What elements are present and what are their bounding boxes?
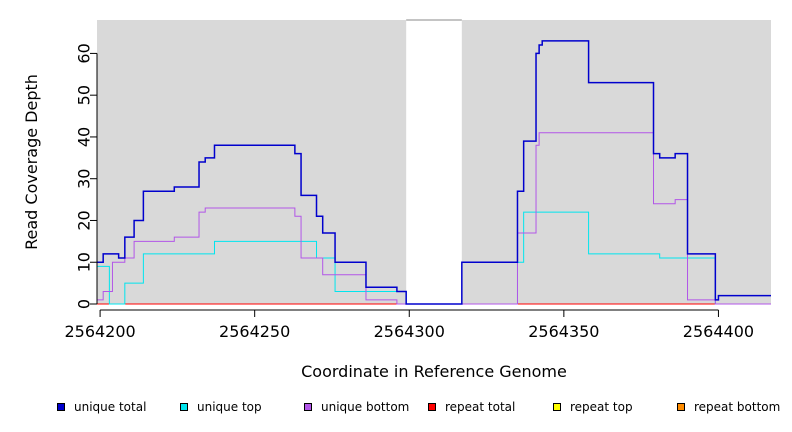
x-tick-label: 2564250 bbox=[219, 322, 290, 341]
legend-swatch bbox=[304, 403, 312, 411]
y-tick-label: 20 bbox=[75, 210, 94, 230]
x-axis-label: Coordinate in Reference Genome bbox=[301, 362, 567, 381]
y-tick-label: 50 bbox=[75, 85, 94, 105]
legend-label: unique total bbox=[74, 400, 147, 414]
y-tick-label: 40 bbox=[75, 127, 94, 147]
legend-item-repeat-bottom: repeat bottom bbox=[677, 400, 780, 414]
legend-swatch bbox=[428, 403, 436, 411]
y-tick-label: 30 bbox=[75, 169, 94, 189]
y-tick-label: 60 bbox=[75, 43, 94, 63]
legend-swatch bbox=[553, 403, 561, 411]
legend: unique total unique top unique bottom re… bbox=[0, 400, 792, 418]
legend-item-unique-bottom: unique bottom bbox=[304, 400, 409, 414]
series-line-unique-bottom bbox=[97, 132, 771, 305]
y-tick-label: 0 bbox=[75, 299, 94, 309]
plot-panels bbox=[97, 19, 771, 304]
legend-label: unique bottom bbox=[321, 400, 410, 414]
y-axis-label: Read Coverage Depth bbox=[22, 74, 41, 250]
axes: 0 10 20 30 40 50 60 2564200 2564250 2564300 256435… bbox=[64, 43, 754, 341]
x-tick-label: 2564350 bbox=[528, 322, 599, 341]
x-tick-label: 2564300 bbox=[374, 322, 445, 341]
legend-item-repeat-top: repeat top bbox=[553, 400, 633, 414]
legend-label: repeat bottom bbox=[694, 400, 781, 414]
legend-item-unique-total: unique total bbox=[57, 400, 146, 414]
x-tick-label: 2564400 bbox=[683, 322, 754, 341]
panel-left bbox=[97, 20, 407, 304]
legend-item-repeat-total: repeat total bbox=[428, 400, 515, 414]
series-line-unique-total bbox=[97, 40, 771, 305]
legend-swatch bbox=[180, 403, 188, 411]
legend-label: repeat top bbox=[570, 400, 633, 414]
series-layer bbox=[97, 40, 771, 305]
y-tick-label: 10 bbox=[75, 252, 94, 272]
legend-label: repeat total bbox=[445, 400, 516, 414]
legend-label: unique top bbox=[197, 400, 262, 414]
panel-right bbox=[461, 20, 771, 304]
legend-item-unique-top: unique top bbox=[180, 400, 262, 414]
legend-swatch bbox=[677, 403, 685, 411]
legend-swatch bbox=[57, 403, 65, 411]
x-tick-label: 2564200 bbox=[64, 322, 135, 341]
